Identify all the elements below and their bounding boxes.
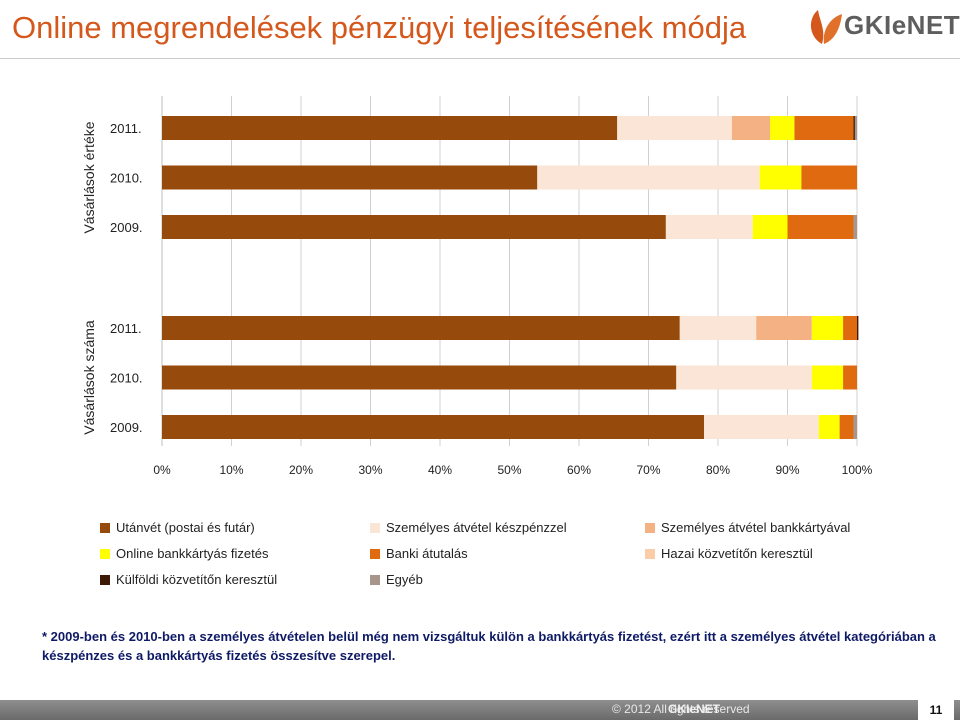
bar-segment (853, 215, 857, 239)
footer-bar: © 2012 All rights reserved GKIeNET 11 (0, 700, 960, 720)
legend-item: Egyéb (370, 572, 423, 587)
footer-copyright: © 2012 All rights reserved (612, 702, 750, 716)
bar-segment (162, 316, 680, 340)
stacked-bar-chart: 0% 10% 20% 30% 40% 50% 60% 70% 80% 90% 100% Vásárlá… (81, 96, 873, 477)
bar-segment (162, 365, 677, 390)
category-label: 2011. (110, 321, 142, 336)
legend-item: Személyes átvétel készpénzzel (370, 520, 567, 535)
legend-item: Személyes átvétel bankkártyával (645, 520, 850, 535)
bar-segment (162, 415, 705, 439)
legend-swatch (100, 574, 110, 585)
legend-item: Online bankkártyás fizetés (100, 546, 268, 561)
legend-swatch (370, 548, 380, 559)
bar-segment (759, 165, 802, 190)
x-tick-label: 0% (153, 463, 171, 477)
legend-swatch (370, 574, 380, 585)
page-title: Online megrendelések pénzügyi teljesítés… (12, 10, 747, 45)
bar-segment (162, 165, 538, 190)
footer-logo: GKIeNET (668, 702, 721, 716)
bar-segment (818, 415, 840, 439)
bar-segment (853, 116, 855, 140)
bar-segment (665, 215, 753, 239)
x-tick-label: 60% (567, 463, 591, 477)
legend-label: Hazai közvetítőn keresztül (661, 546, 813, 561)
legend-swatch (645, 522, 655, 533)
bar-segment (857, 316, 859, 340)
bar-segment (704, 415, 819, 439)
chart-grid (161, 96, 858, 446)
x-tick-label: 80% (706, 463, 730, 477)
bar-segment (162, 116, 618, 140)
x-tick-label: 50% (497, 463, 521, 477)
category-label: 2009. (110, 220, 143, 235)
legend-label: Egyéb (386, 572, 423, 587)
x-tick-label: 20% (289, 463, 313, 477)
chart-bars (162, 116, 859, 439)
bar-segment (794, 116, 854, 140)
footnote: * 2009-ben és 2010-ben a személyes átvét… (42, 629, 936, 663)
legend-swatch (645, 548, 655, 559)
bar-segment (756, 316, 812, 340)
legend-item: Utánvét (postai és futár) (100, 520, 255, 535)
legend-label: Online bankkártyás fizetés (116, 546, 269, 561)
legend-swatch (100, 522, 110, 533)
legend-label: Banki átutalás (386, 546, 468, 561)
bar-segment (801, 165, 857, 190)
category-label: 2009. (110, 420, 143, 435)
bar-segment (843, 316, 857, 340)
leaf-icon (810, 10, 842, 44)
bar-segment (811, 365, 844, 390)
chart-labels: 0% 10% 20% 30% 40% 50% 60% 70% 80% 90% 100% Vásárlá… (81, 121, 873, 477)
bar-segment (617, 116, 732, 140)
category-label: 2011. (110, 121, 142, 136)
x-tick-label: 100% (842, 463, 873, 477)
logo-text: GKIeNET (844, 10, 960, 40)
group-label: Vásárlások értéke (81, 121, 97, 233)
category-label: 2010. (110, 171, 143, 186)
legend-swatch (100, 548, 110, 559)
group-label: Vásárlások száma (81, 320, 97, 435)
legend-item: Hazai közvetítőn keresztül (645, 546, 813, 561)
legend-label: Utánvét (postai és futár) (116, 520, 255, 535)
legend-label: Külföldi közvetítőn keresztül (116, 572, 278, 587)
bar-segment (537, 165, 760, 190)
bar-segment (854, 116, 857, 140)
legend-label: Személyes átvétel bankkártyával (661, 520, 851, 535)
category-label: 2010. (110, 371, 143, 386)
legend-label: Személyes átvétel készpénzzel (386, 520, 567, 535)
gkienet-logo: GKIeNET (800, 4, 960, 50)
bar-segment (839, 415, 854, 439)
legend-item: Banki átutalás (370, 546, 468, 561)
page-number: 11 (918, 700, 954, 720)
x-tick-label: 90% (775, 463, 799, 477)
bar-segment (731, 116, 771, 140)
x-tick-label: 70% (636, 463, 660, 477)
bar-segment (787, 215, 854, 239)
bar-segment (770, 116, 795, 140)
header-divider (0, 58, 960, 59)
bar-segment (679, 316, 757, 340)
bar-segment (811, 316, 844, 340)
bar-segment (162, 215, 666, 239)
bar-segment (676, 365, 812, 390)
x-tick-label: 30% (358, 463, 382, 477)
bar-segment (853, 415, 857, 439)
bar-segment (843, 365, 857, 390)
x-tick-label: 40% (428, 463, 452, 477)
legend-swatch (370, 522, 380, 533)
x-tick-label: 10% (219, 463, 243, 477)
legend-item: Külföldi közvetítőn keresztül (100, 572, 277, 587)
bar-segment (752, 215, 788, 239)
